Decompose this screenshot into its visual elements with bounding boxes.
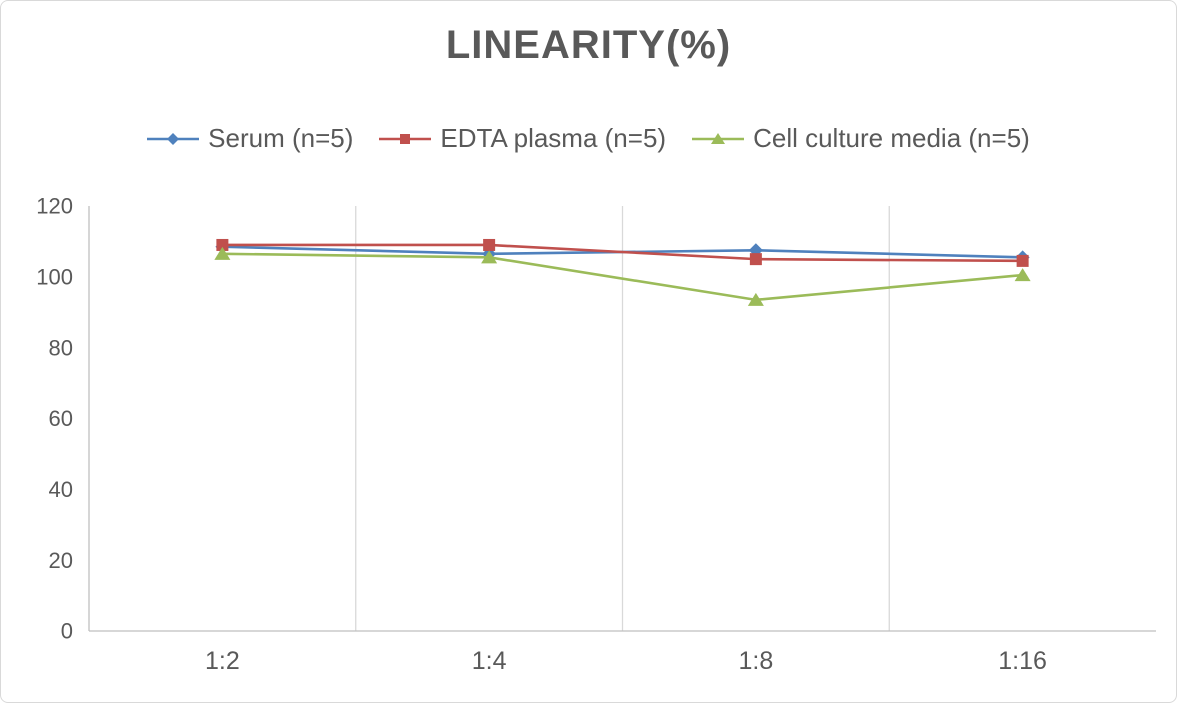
y-tick-label: 100 <box>36 265 73 290</box>
data-point-marker <box>214 246 231 260</box>
data-point-marker <box>400 133 411 144</box>
triangle-legend-icon <box>692 132 745 144</box>
data-point-marker <box>749 253 762 266</box>
data-point-marker <box>1014 268 1031 282</box>
data-point-marker <box>711 132 726 144</box>
legend-label: Serum (n=5) <box>208 123 354 153</box>
diamond-legend-icon <box>147 132 200 145</box>
series-line <box>222 252 1023 302</box>
y-tick-label: 20 <box>49 548 73 573</box>
square-legend-icon <box>379 133 432 144</box>
y-tick-label: 120 <box>36 194 73 219</box>
data-point-marker <box>747 292 764 306</box>
x-category-label: 1:8 <box>738 647 773 675</box>
plot-area: 0 20 40 60 80 100 120 1:2 1:4 1:8 1:16 <box>36 194 1156 675</box>
chart-title: LINEARITY(%) <box>445 23 732 67</box>
y-tick-label: 80 <box>49 335 73 360</box>
data-point-marker <box>481 250 498 264</box>
data-point-marker <box>1016 254 1029 267</box>
x-category-label: 1:16 <box>998 647 1047 675</box>
data-point-marker <box>167 132 180 145</box>
legend-label: Cell culture media (n=5) <box>753 123 1030 153</box>
series-line <box>222 243 1023 263</box>
y-tick-label: 0 <box>61 619 73 644</box>
legend-item-edta-plasma-n-5: EDTA plasma (n=5) <box>379 123 666 154</box>
data-point-marker <box>216 238 229 251</box>
legend-item-cell-culture-media-n-5: Cell culture media (n=5) <box>692 123 1030 154</box>
legend-item-serum-n-5: Serum (n=5) <box>147 123 353 154</box>
y-tick-label: 60 <box>49 406 73 431</box>
x-category-label: 1:4 <box>472 647 507 675</box>
y-tick-label: 40 <box>49 477 73 502</box>
chart-legend: Serum (n=5) EDTA plasma (n=5) Cell culture… <box>1 123 1176 154</box>
x-category-label: 1:2 <box>205 647 240 675</box>
data-point-marker <box>748 243 763 258</box>
data-point-marker <box>483 238 496 251</box>
legend-label: EDTA plasma (n=5) <box>440 123 667 153</box>
